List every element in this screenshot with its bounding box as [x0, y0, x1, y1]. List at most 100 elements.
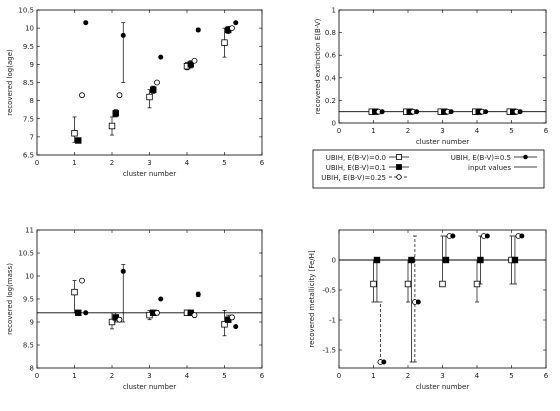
point-open-square: [370, 280, 377, 288]
y-tick-label: 0.8: [325, 29, 336, 37]
point-filled-circle: [233, 20, 239, 26]
point-filled-circle: [158, 54, 164, 60]
point-filled-circle: [448, 109, 454, 115]
point-filled-circle: [415, 299, 421, 305]
x-tick-label: 4: [185, 372, 190, 380]
y-tick-label: 9.5: [23, 296, 34, 304]
point-filled-square: [477, 256, 484, 264]
point-open-circle: [154, 79, 160, 86]
point-filled-circle: [158, 296, 164, 302]
point-filled-square: [112, 110, 119, 117]
y-tick-label: 7: [30, 133, 34, 141]
point-filled-circle: [233, 324, 239, 330]
y-axis-label: recovered extinction E(B-V): [314, 18, 322, 114]
x-tick-label: 1: [72, 372, 76, 380]
point-filled-circle: [484, 233, 490, 239]
x-axis-label: cluster number: [416, 138, 469, 146]
panel-extinction-frame: [338, 9, 547, 124]
point-open-square: [221, 39, 228, 46]
y-tick-label: 0: [332, 257, 336, 265]
y-tick-label: -1.5: [322, 347, 336, 355]
legend: UBIH, E(B-V)=0.0 UBIH, E(B-V)=0.1 UBIH, …: [312, 149, 545, 189]
panel-mass: 0 1 2 3 4 5 6 8 8.5 9 9.5 10 10.5 11 cluster number rec…: [6, 227, 265, 392]
x-tick-label: 5: [222, 159, 226, 167]
x-tick-label: 0: [35, 159, 39, 167]
x-tick-label: 6: [260, 159, 265, 167]
point-filled-square: [373, 256, 381, 264]
legend-label-input-values: input values: [468, 164, 511, 172]
legend-label-ebv025: UBIH, E(B-V)=0.25: [321, 174, 386, 182]
y-tick-label: 8: [30, 365, 34, 373]
y-tick-label: 11: [25, 227, 34, 235]
x-tick-label: 6: [260, 372, 265, 380]
point-open-circle: [116, 316, 123, 323]
point-open-circle: [191, 57, 198, 64]
x-tick-label: 5: [509, 372, 513, 380]
y-axis-label: recovered log(age): [6, 49, 14, 116]
point-filled-circle: [195, 27, 201, 33]
point-filled-circle: [120, 268, 126, 274]
legend-marker-filled-circle: [523, 154, 528, 160]
point-open-circle: [229, 314, 235, 321]
legend-label-ebv05: UBIH, E(B-V)=0.5: [451, 154, 511, 162]
point-open-circle: [154, 309, 160, 316]
point-open-circle: [229, 25, 235, 32]
legend-marker-open-square: [396, 154, 402, 160]
x-tick-label: 1: [72, 159, 76, 167]
point-filled-circle: [414, 109, 420, 115]
point-filled-circle: [450, 233, 456, 239]
point-filled-circle: [83, 310, 89, 316]
y-tick-label: 6.5: [23, 152, 34, 160]
point-filled-circle: [379, 109, 385, 115]
y-tick-label: 9: [30, 319, 34, 327]
y-tick-label: 8.5: [23, 342, 34, 350]
x-tick-label: 1: [371, 372, 375, 380]
point-open-square: [146, 93, 153, 101]
x-tick-label: 3: [440, 127, 444, 135]
y-tick-label: 0.6: [325, 52, 337, 60]
y-tick-label: 10: [25, 273, 34, 281]
point-filled-circle: [83, 20, 89, 26]
y-tick-label: 0: [332, 120, 336, 128]
y-axis-label: recovered log(mass): [6, 263, 14, 335]
x-tick-label: 2: [110, 159, 114, 167]
y-tick-label: 9.5: [23, 43, 34, 51]
x-tick-label: 5: [222, 372, 226, 380]
legend-box: [312, 149, 545, 189]
panel-age: 0 1 2 3 4 5 6 6.5 7 7.5 8 8.5 9 9.5 10 10.5 cluster numb…: [6, 7, 265, 179]
x-tick-label: 4: [475, 372, 480, 380]
point-filled-square: [150, 86, 157, 93]
x-tick-label: 3: [147, 372, 151, 380]
y-tick-label: 9: [30, 61, 34, 69]
x-tick-label: 4: [185, 159, 190, 167]
x-axis-label: cluster number: [416, 383, 469, 391]
y-tick-label: 1: [332, 7, 336, 15]
x-axis-label: cluster number: [123, 383, 176, 391]
point-filled-square: [187, 61, 194, 68]
point-filled-square: [75, 137, 82, 144]
point-open-circle: [116, 92, 123, 99]
panel-metallicity: 0 1 2 3 4 5 6 -1.5 -1 -0.5 0 cluster number recovere…: [308, 229, 549, 391]
x-tick-label: 2: [110, 372, 114, 380]
x-tick-label: 0: [337, 127, 341, 135]
panel-mass-frame: [36, 229, 263, 369]
point-open-circle: [79, 277, 85, 284]
x-axis-label: cluster number: [123, 170, 176, 178]
y-tick-label: 0.4: [325, 74, 337, 82]
y-tick-label: 10.5: [18, 7, 34, 15]
x-tick-label: 0: [35, 372, 39, 380]
y-tick-label: 8.5: [23, 79, 34, 87]
point-filled-square: [408, 256, 415, 264]
x-tick-label: 5: [509, 127, 513, 135]
point-filled-circle: [519, 233, 525, 239]
point-open-square: [71, 288, 78, 296]
x-tick-label: 1: [371, 127, 375, 135]
x-tick-label: 2: [406, 127, 410, 135]
y-tick-label: -0.5: [322, 287, 336, 295]
point-filled-square: [75, 309, 82, 316]
x-tick-label: 6: [544, 372, 549, 380]
legend-marker-filled-square: [396, 164, 402, 170]
point-filled-circle: [381, 359, 387, 365]
point-filled-circle: [195, 291, 201, 297]
